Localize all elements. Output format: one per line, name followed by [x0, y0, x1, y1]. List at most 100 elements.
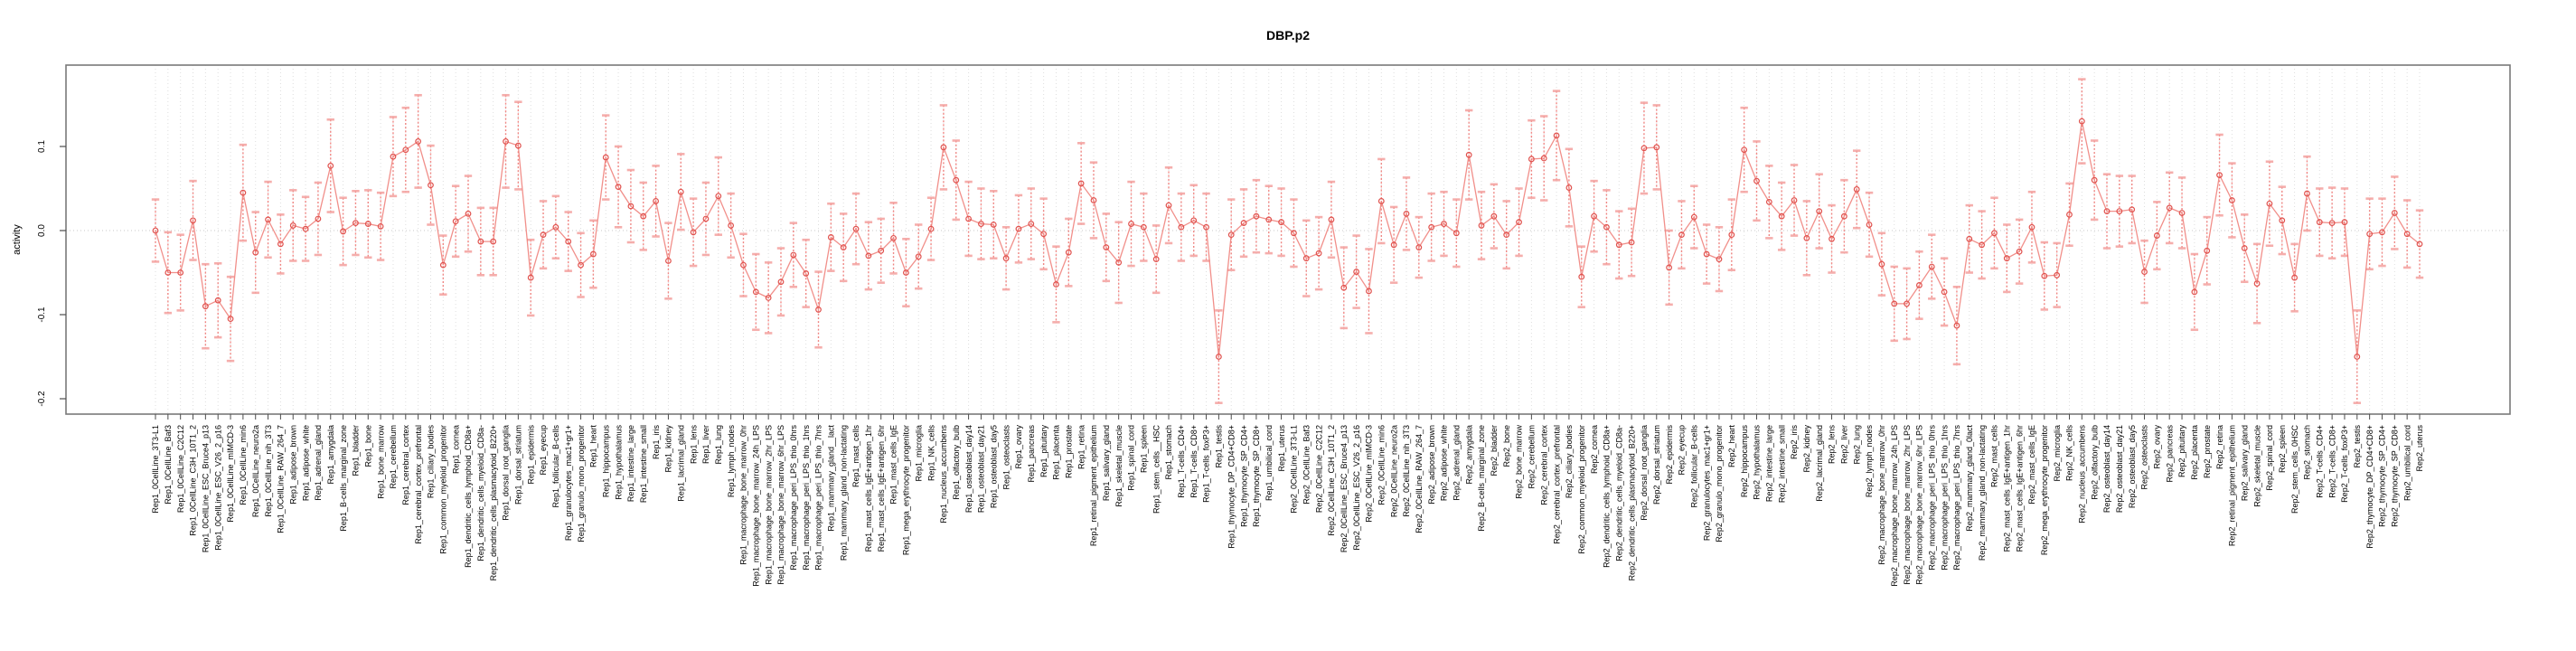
- x-tick-label: Rep1_0CellLine_C2C12: [176, 425, 185, 513]
- data-point: [552, 223, 559, 231]
- data-point: [2279, 217, 2286, 224]
- x-tick-label: Rep1_thymocyte_SP_CD4+: [1239, 425, 1248, 527]
- x-tick-label: Rep2_mast_cells_IgE+antigen_6hr: [2015, 425, 2024, 552]
- x-tick-label: Rep1_spinal_cord: [1127, 425, 1136, 491]
- data-point: [953, 176, 960, 184]
- data-point: [715, 193, 722, 200]
- data-point: [878, 247, 885, 254]
- data-point: [2416, 241, 2423, 248]
- x-tick-label: Rep1_kidney: [664, 425, 673, 473]
- x-tick-label: Rep1_macrophage_bone_marrow_24h_LPS: [752, 425, 761, 587]
- x-tick-label: Rep1_NK_cells: [926, 425, 935, 482]
- x-tick-label: Rep1_lung: [714, 425, 723, 465]
- data-point: [915, 253, 922, 260]
- data-point: [240, 189, 247, 196]
- x-tick-label: Rep1_iris: [652, 425, 661, 460]
- data-point: [1753, 177, 1760, 184]
- data-point: [578, 261, 584, 269]
- data-point: [1778, 212, 1785, 220]
- x-tick-label: Rep2_olfactory_bulb: [2090, 425, 2099, 500]
- x-tick-label: Rep1_mammary_gland_non-lactating: [839, 425, 848, 561]
- x-tick-label: Rep2_0CellLine_ESC_V26_2_p16: [1352, 425, 1361, 551]
- x-tick-label: Rep2_macrophage_bone_marrow_24h_LPS: [1890, 425, 1899, 587]
- x-tick-label: Rep2_lymph_nodes: [1865, 425, 1874, 498]
- x-tick-label: Rep2_cerebral_cortex_prefrontal: [1552, 425, 1561, 544]
- data-point: [1240, 220, 1247, 227]
- data-point: [364, 221, 371, 227]
- x-tick-label: Rep2_T-cells_CD8+: [2327, 425, 2336, 498]
- x-tick-label: Rep2_hippocampus: [1740, 425, 1749, 498]
- x-tick-label: Rep1_B-cells_marginal_zone: [339, 425, 348, 532]
- data-point: [2291, 274, 2299, 281]
- data-point: [702, 215, 710, 222]
- x-tick-label: Rep2_adrenal_gland: [1453, 425, 1462, 501]
- data-point: [627, 203, 635, 210]
- x-tick-label: Rep2_dorsal_root_ganglia: [1640, 425, 1649, 521]
- data-point: [890, 234, 897, 241]
- data-point: [1878, 260, 1885, 268]
- x-tick-label: Rep1_T-cells_foxP3+: [1202, 425, 1211, 503]
- data-point: [340, 228, 346, 235]
- data-point: [2403, 231, 2411, 238]
- data-point: [152, 227, 159, 234]
- x-tick-label: Rep2_stem_cells_0HSC: [2290, 425, 2299, 514]
- x-tick-label: Rep2_0CellLine_Baf3: [1302, 425, 1311, 505]
- x-tick-label: Rep2_dorsal_striatum: [1652, 425, 1661, 505]
- x-tick-label: Rep1_dorsal_striatum: [514, 425, 523, 505]
- x-tick-label: Rep2_intestine_small: [1777, 425, 1786, 503]
- data-point: [165, 269, 172, 276]
- data-point: [1578, 273, 1585, 280]
- data-point: [1528, 156, 1535, 163]
- series-line: [155, 120, 2421, 357]
- x-tick-label: Rep2_ciliary_bodies: [1565, 425, 1574, 499]
- data-point: [465, 210, 472, 217]
- x-tick-label: Rep2_iris: [1790, 425, 1799, 460]
- data-point: [1991, 230, 1998, 237]
- data-point: [2216, 172, 2223, 179]
- data-point: [289, 222, 296, 229]
- x-tick-label: Rep1_macrophage_bone_marrow_0hr: [739, 425, 748, 565]
- x-tick-label: Rep2_hypothalamus: [1753, 425, 1762, 500]
- x-tick-label: Rep2_salivary_gland: [2240, 425, 2249, 501]
- x-tick-label: Rep1_0CellLine_nih_3T3: [264, 425, 273, 517]
- data-point: [1953, 322, 1960, 329]
- x-tick-label: Rep2_bone: [1502, 425, 1511, 467]
- data-point: [2003, 255, 2010, 262]
- x-tick-label: Rep2_cerebellum: [1528, 425, 1537, 489]
- data-point: [2028, 223, 2035, 231]
- data-point: [1516, 219, 1522, 226]
- data-point: [1215, 354, 1222, 360]
- data-point: [990, 222, 997, 228]
- data-point: [490, 238, 497, 245]
- x-tick-label: Rep1_lymph_nodes: [727, 425, 736, 498]
- x-tick-label: Rep1_microglia: [914, 425, 923, 482]
- data-point: [2141, 269, 2148, 275]
- data-point: [1678, 231, 1685, 239]
- data-point: [1703, 250, 1710, 258]
- data-point: [2054, 271, 2061, 278]
- data-point: [1716, 256, 1723, 263]
- x-tick-label: Rep1_intestine_large: [626, 425, 635, 502]
- x-tick-label: Rep2_uterus: [2415, 425, 2424, 472]
- x-tick-label: Rep2_mast_cells_IgE+antigen_1hr: [2002, 425, 2011, 552]
- data-point: [728, 222, 735, 229]
- x-tick-label: Rep1_macrophage_bone_marrow_6hr_LPS: [776, 425, 785, 585]
- data-point: [2341, 219, 2348, 226]
- x-tick-label: Rep1_testis: [1215, 425, 1224, 468]
- data-point: [265, 216, 271, 223]
- y-tick-label: 0.1: [37, 140, 47, 153]
- x-tick-label: Rep1_dendritic_cells_myeloid_CD8a-: [476, 425, 485, 561]
- x-tick-label: Rep1_macrophage_peri_LPS_thio_0hrs: [789, 425, 798, 571]
- data-point: [1666, 264, 1673, 271]
- x-tick-label: Rep2_dendritic_cells_lymphoid_CD8a+: [1603, 425, 1612, 568]
- data-point: [227, 316, 234, 323]
- data-point: [1690, 213, 1697, 221]
- data-point: [1115, 259, 1123, 266]
- data-point: [190, 217, 196, 224]
- data-point: [1791, 197, 1798, 203]
- data-point: [2204, 247, 2211, 254]
- data-point: [353, 220, 359, 227]
- data-point: [940, 144, 947, 151]
